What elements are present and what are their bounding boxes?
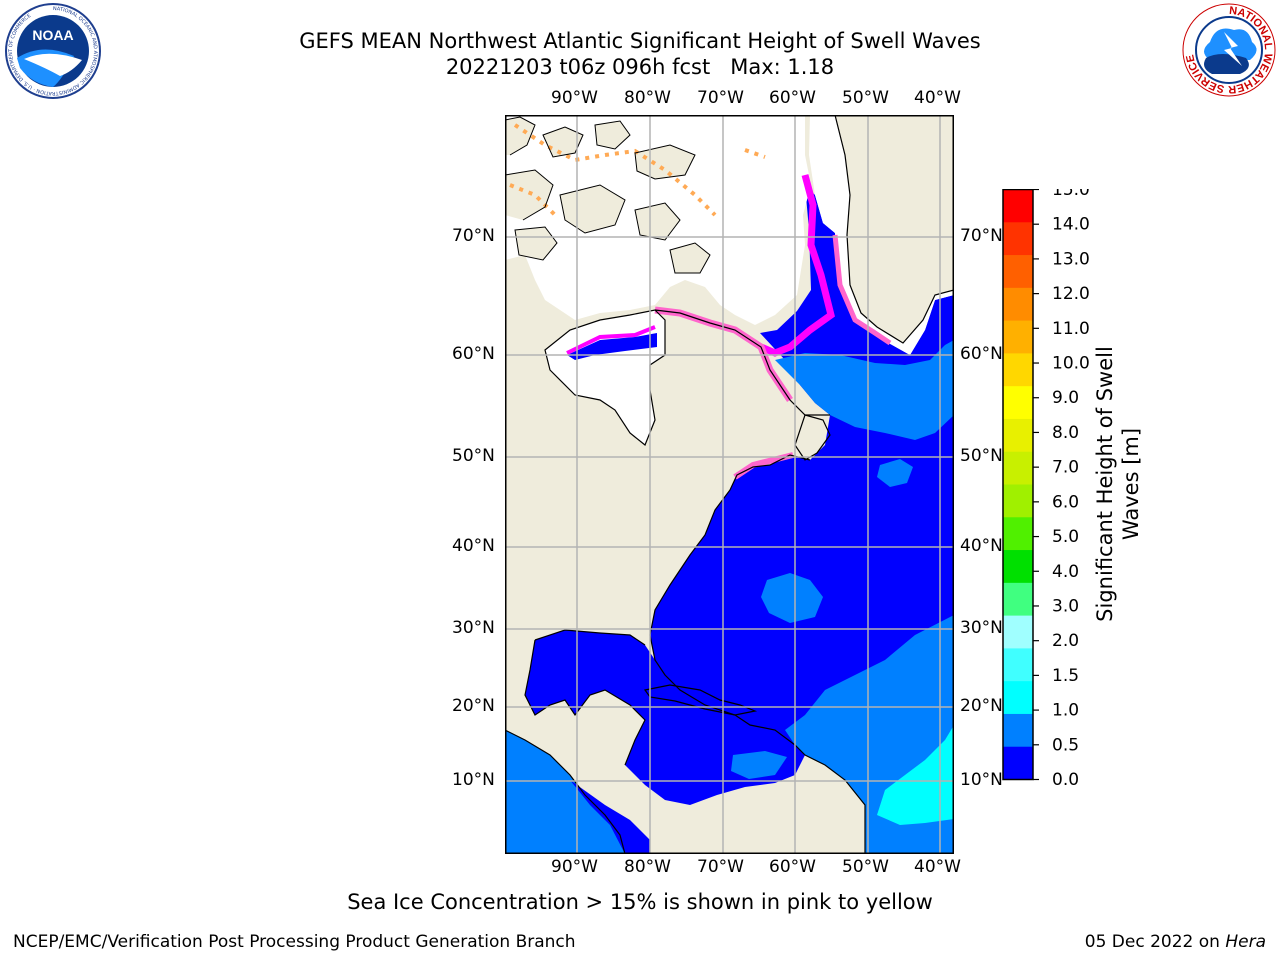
lon-tick-top: 70°W xyxy=(697,88,744,108)
colorbar-band xyxy=(1003,582,1033,616)
sea-ice-edge-hudson-bay xyxy=(566,325,656,355)
lon-tick-top: 80°W xyxy=(624,88,671,108)
atlantic-swell-0.5m-north xyxy=(775,340,954,440)
lon-tick-bottom: 60°W xyxy=(769,857,816,877)
lon-tick-bottom: 40°W xyxy=(914,857,961,877)
colorbar-tick-label: 0.5 xyxy=(1052,735,1079,755)
lon-tick-bottom: 70°W xyxy=(697,857,744,877)
atlantic-swell-1.0m xyxy=(877,725,954,825)
colorbar-band xyxy=(1003,615,1033,649)
atlantic-swell-0.5m-patch xyxy=(877,459,913,487)
lon-tick-bottom: 50°W xyxy=(842,857,889,877)
sea-ice-edge-greenland xyxy=(832,234,892,346)
colorbar-tick-label: 7.0 xyxy=(1052,458,1079,478)
colorbar-tick-label: 1.5 xyxy=(1052,666,1079,686)
colorbar-frame xyxy=(1002,189,1034,781)
colorbar-tick-label: 11.0 xyxy=(1052,319,1090,339)
colorbar-tick-label: 14.0 xyxy=(1052,215,1090,235)
hudson-bay-open-water xyxy=(567,333,657,360)
colorbar-band xyxy=(1003,680,1033,714)
lat-tick-right: 20°N xyxy=(960,696,1003,716)
colorbar-band xyxy=(1003,549,1033,583)
lat-tick-left: 30°N xyxy=(452,618,495,638)
colorbar-band xyxy=(1003,221,1033,256)
colorbar-band xyxy=(1003,746,1033,780)
colorbar-tick-label: 3.0 xyxy=(1052,596,1079,616)
colorbar: 15.0 14.0 13.0 12.0 11.0 10.0 9.0 8.0 7.0 6.0 5.0 4… xyxy=(1002,189,1090,789)
lat-tick-right: 60°N xyxy=(960,344,1003,364)
lat-tick-left: 60°N xyxy=(452,344,495,364)
lon-tick-bottom: 90°W xyxy=(551,857,598,877)
graticule xyxy=(505,115,954,854)
lat-tick-left: 70°N xyxy=(452,226,495,246)
colorbar-band xyxy=(1003,189,1033,223)
pacific-ocean xyxy=(505,730,625,854)
pacific-nearshore xyxy=(570,780,650,854)
colorbar-label-line2: Waves [m] xyxy=(1119,427,1143,541)
lat-tick-left: 50°N xyxy=(452,446,495,466)
footer-left: NCEP/EMC/Verification Post Processing Pr… xyxy=(13,932,576,952)
map-frame xyxy=(505,115,954,854)
colorbar-tick-label: 2.0 xyxy=(1052,631,1079,651)
colorbar-band xyxy=(1003,287,1033,321)
sea-ice-caption: Sea Ice Concentration > 15% is shown in … xyxy=(347,890,933,914)
chart-subtitle: 20221203 t06z 096h fcst Max: 1.18 xyxy=(445,55,835,79)
lon-tick-top: 50°W xyxy=(842,88,889,108)
footer-host: Hera xyxy=(1225,932,1266,952)
lat-tick-left: 10°N xyxy=(452,770,495,790)
swell-height-map xyxy=(505,115,954,854)
colorbar-band xyxy=(1003,451,1033,485)
colorbar-tick-label: 1.0 xyxy=(1052,701,1079,721)
colorbar-tick-label: 13.0 xyxy=(1052,249,1090,269)
colorbar-tick-label: 0.0 xyxy=(1052,770,1079,789)
colorbar-tick-label: 10.0 xyxy=(1052,354,1090,374)
colorbar-band xyxy=(1003,418,1033,452)
lat-tick-left: 40°N xyxy=(452,536,495,556)
lon-tick-top: 60°W xyxy=(769,88,816,108)
colorbar-band xyxy=(1003,385,1033,419)
sea-ice-edge-baffin xyxy=(759,174,835,357)
colorbar-tick-label: 9.0 xyxy=(1052,388,1079,408)
chart-title: GEFS MEAN Northwest Atlantic Significant… xyxy=(299,29,981,53)
lon-tick-bottom: 80°W xyxy=(624,857,671,877)
colorbar-band xyxy=(1003,320,1033,354)
lat-tick-right: 10°N xyxy=(960,770,1003,790)
colorbar-band xyxy=(1003,352,1033,387)
lat-tick-right: 50°N xyxy=(960,446,1003,466)
lon-tick-top: 40°W xyxy=(914,88,961,108)
colorbar-tick-label: 4.0 xyxy=(1052,562,1079,582)
colorbar-band xyxy=(1003,484,1033,518)
colorbar-band xyxy=(1003,647,1033,682)
lat-tick-right: 40°N xyxy=(960,536,1003,556)
colorbar-tick-label: 15.0 xyxy=(1052,189,1090,200)
cuba-hispaniola xyxy=(643,684,758,716)
colorbar-tick-label: 6.0 xyxy=(1052,492,1079,512)
lat-tick-right: 30°N xyxy=(960,618,1003,638)
caribbean-swell-0.5m xyxy=(731,751,787,779)
lat-tick-right: 70°N xyxy=(960,226,1003,246)
sea-ice-arctic-fringe xyxy=(509,123,766,217)
atlantic-swell-0.5m-central xyxy=(761,573,823,623)
noaa-logo-text: NOAA xyxy=(32,27,73,43)
colorbar-tick-label: 8.0 xyxy=(1052,423,1079,443)
colorbar-band xyxy=(1003,254,1033,288)
colorbar-tick-label: 5.0 xyxy=(1052,527,1079,547)
lat-tick-left: 20°N xyxy=(452,696,495,716)
colorbar-tick-label: 12.0 xyxy=(1052,284,1090,304)
lon-tick-top: 90°W xyxy=(551,88,598,108)
colorbar-label-line1: Significant Height of Swell xyxy=(1093,346,1117,622)
footer-date: 05 Dec 2022 on xyxy=(1084,932,1226,952)
colorbar-band xyxy=(1003,713,1033,747)
colorbar-band xyxy=(1003,516,1033,551)
noaa-logo: NOAA NATIONAL OCEANIC AND ATMOSPHERIC AD… xyxy=(5,3,101,99)
national-weather-service-logo: NATIONAL WEATHER SERVICE xyxy=(1182,3,1276,97)
greenland xyxy=(835,115,954,343)
footer-right: 05 Dec 2022 on Hera xyxy=(1085,932,1266,952)
arctic-islands-outline xyxy=(505,116,711,274)
colorbar-label: Significant Height of Swell Waves [m] xyxy=(1092,264,1144,704)
